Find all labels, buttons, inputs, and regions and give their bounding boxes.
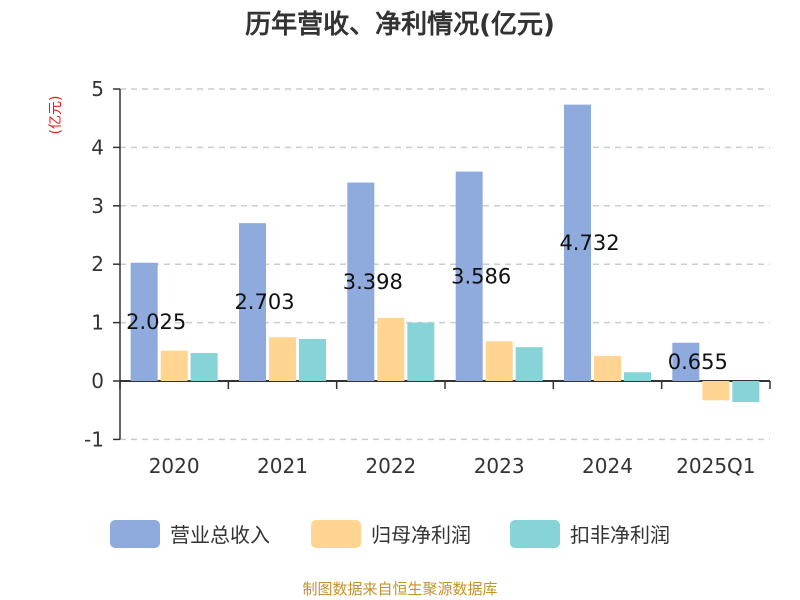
x-tick-label: 2021 [257, 454, 308, 478]
bar[interactable] [732, 381, 760, 403]
x-tick-label: 2023 [474, 454, 525, 478]
y-axis-unit: (亿元) [48, 96, 64, 135]
bar[interactable] [347, 182, 375, 381]
bar[interactable] [269, 337, 296, 381]
y-tick-label: 1 [91, 311, 104, 335]
legend-label[interactable]: 营业总收入 [170, 523, 270, 547]
bar[interactable] [377, 317, 405, 381]
legend-swatch[interactable] [510, 520, 560, 548]
bar[interactable] [702, 381, 730, 401]
bar[interactable] [594, 355, 621, 381]
x-tick-label: 2025Q1 [676, 454, 755, 478]
bar[interactable] [130, 262, 158, 381]
y-tick-label: 2 [91, 252, 104, 276]
data-label: 4.732 [559, 231, 619, 255]
y-tick-label: 5 [91, 77, 104, 101]
bar[interactable] [485, 341, 513, 381]
bar[interactable] [190, 352, 218, 381]
data-label: 2.025 [126, 310, 186, 334]
bar[interactable] [299, 338, 326, 381]
y-tick-label: 4 [91, 135, 104, 159]
bar[interactable] [672, 342, 700, 381]
y-tick-label: 0 [91, 369, 104, 393]
source-note: 制图数据来自恒生聚源数据库 [302, 580, 497, 598]
bar[interactable] [624, 372, 651, 381]
y-tick-label: -1 [84, 427, 104, 451]
data-label: 3.398 [343, 270, 403, 294]
chart-title: 历年营收、净利情况(亿元) [245, 9, 555, 40]
axes: 5 4 3 2 1 0 -1 2020 2021 2022 2023 2024 2025Q1 [84, 77, 771, 478]
y-tick-label: 3 [91, 194, 104, 218]
gridlines [120, 88, 770, 441]
data-labels: 2.025 2.703 3.398 3.586 4.732 0.655 [126, 231, 728, 374]
x-tick-label: 2022 [365, 454, 416, 478]
legend-swatch[interactable] [311, 520, 361, 548]
legend-label[interactable]: 归母净利润 [371, 523, 471, 547]
bar[interactable] [515, 347, 543, 381]
bars [130, 104, 760, 403]
bar[interactable] [239, 223, 266, 381]
legend-swatch[interactable] [110, 520, 160, 548]
bar[interactable] [455, 171, 483, 381]
data-label: 0.655 [668, 350, 728, 374]
x-tick-label: 2024 [582, 454, 633, 478]
bar[interactable] [160, 350, 188, 381]
bar[interactable] [407, 322, 435, 381]
bar[interactable] [564, 104, 591, 382]
legend[interactable]: 营业总收入 归母净利润 扣非净利润 [110, 520, 670, 548]
x-tick-label: 2020 [149, 454, 200, 478]
data-label: 3.586 [451, 264, 511, 288]
legend-label[interactable]: 扣非净利润 [570, 523, 670, 547]
data-label: 2.703 [234, 290, 294, 314]
